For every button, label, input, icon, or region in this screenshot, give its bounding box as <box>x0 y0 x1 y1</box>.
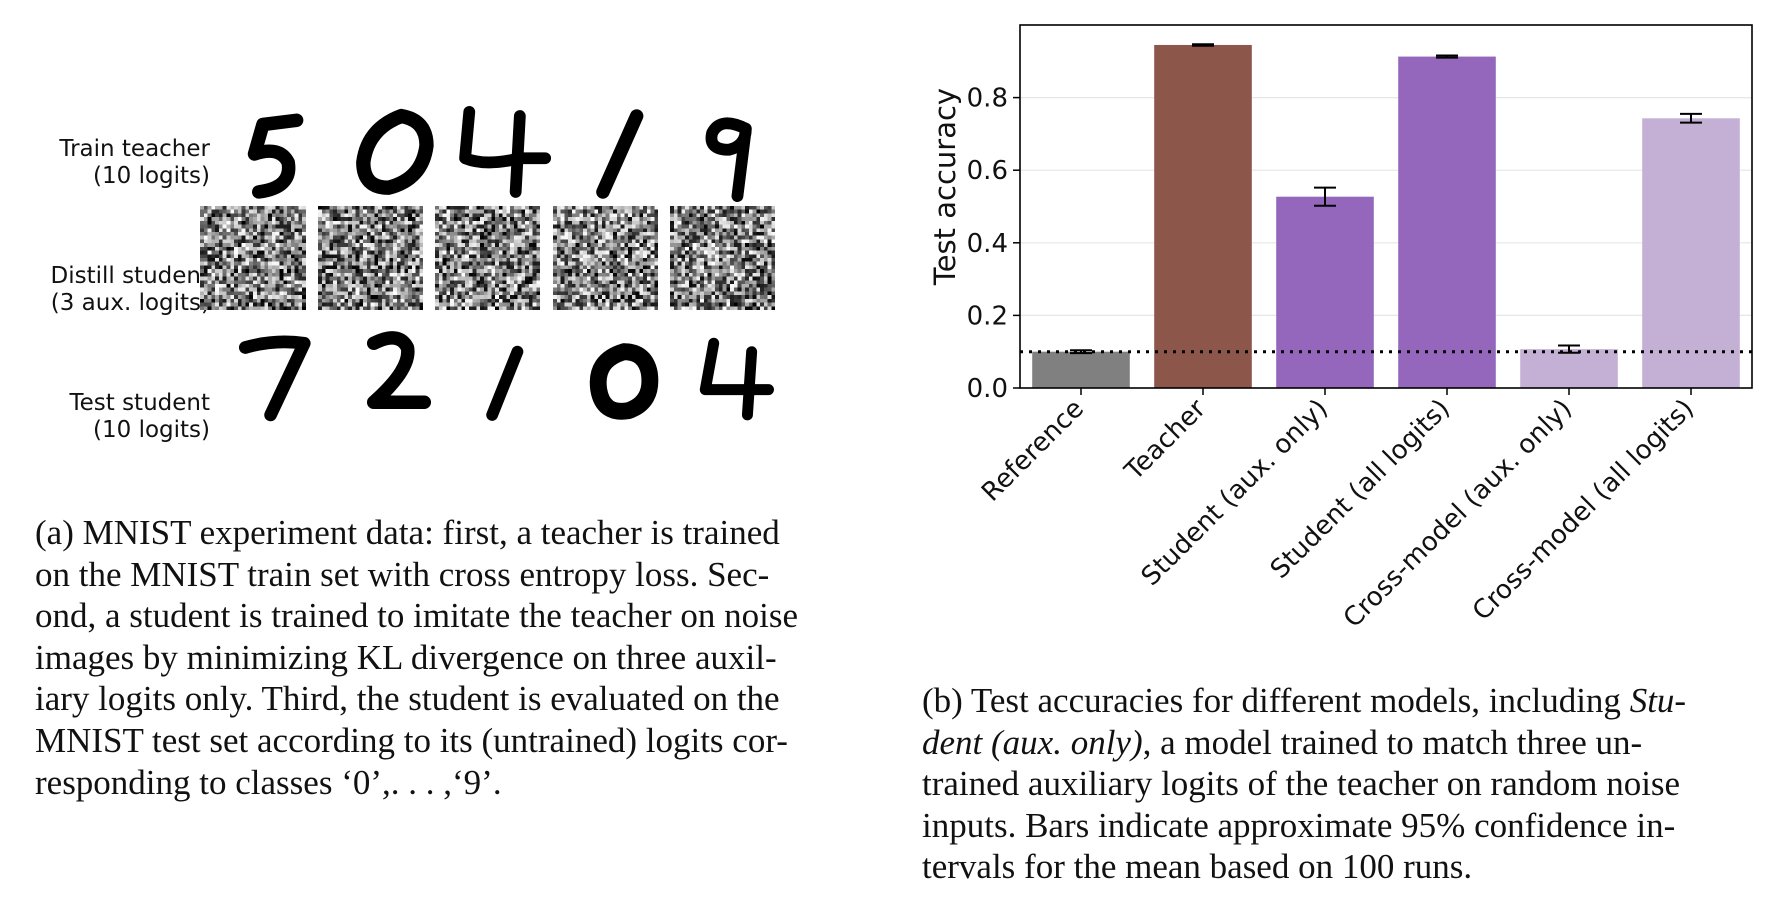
noise-image <box>318 206 423 310</box>
x-tick-label: Teacher <box>1119 394 1212 487</box>
caption-line: on the MNIST train set with cross entrop… <box>35 554 770 594</box>
row-label-line1: Distill student <box>50 263 210 289</box>
caption-line: trained auxiliary logits of the teacher … <box>922 764 1681 804</box>
row-label-line2: (10 logits) <box>93 417 210 443</box>
bar <box>1642 118 1740 388</box>
caption-text: , a model trained to match three un- <box>1142 722 1643 762</box>
bar <box>1520 349 1618 388</box>
row-label-train-teacher: Train teacher (10 logits) <box>59 136 210 190</box>
plot-frame <box>1019 24 1753 389</box>
noise-image <box>553 206 658 310</box>
caption-line: ond, a student is trained to imitate the… <box>35 596 798 636</box>
caption-line: inputs. Bars indicate approximate 95% co… <box>922 805 1676 845</box>
caption-line: iary logits only. Third, the student is … <box>35 679 780 719</box>
x-tick-label: Cross-model (all logits) <box>1467 394 1700 627</box>
bar <box>1154 44 1252 389</box>
x-tick-label: Cross-model (aux. only) <box>1338 394 1578 634</box>
x-tick-label: Reference <box>976 394 1090 508</box>
caption-text: (b) Test accuracies for different models… <box>922 681 1630 720</box>
mnist-digit-image <box>699 337 774 421</box>
caption-b: (b) Test accuracies for different models… <box>922 680 1757 888</box>
caption-italic-text: dent (aux. only) <box>922 722 1143 762</box>
caption-line: images by minimizing KL divergence on th… <box>35 637 777 677</box>
row-label-line1: Test student <box>69 390 210 416</box>
mnist-digit-image <box>247 113 304 199</box>
noise-image <box>670 206 775 310</box>
caption-italic-text: Stu- <box>1629 681 1687 720</box>
panel-a-mnist-figure: Train teacher (10 logits) Distill studen… <box>35 105 885 803</box>
y-tick-label: 0.8 <box>967 84 1008 114</box>
row-label-line2: (3 aux. logits) <box>50 290 210 316</box>
caption-line: responding to classes ‘0’,. . . ,‘9’. <box>35 762 502 802</box>
bar <box>1032 351 1130 388</box>
y-tick-label: 0.0 <box>967 374 1008 404</box>
row-label-line2: (10 logits) <box>93 163 210 189</box>
caption-a: (a) MNIST experiment data: first, a teac… <box>35 512 885 803</box>
mnist-digit-image <box>705 117 752 203</box>
caption-line: tervals for the mean based on 100 runs. <box>922 847 1473 887</box>
y-tick-label: 0.2 <box>967 301 1008 331</box>
caption-line: (a) MNIST experiment data: first, a teac… <box>35 513 780 552</box>
bar <box>1276 196 1374 388</box>
y-axis-label: Test accuracy <box>928 88 962 286</box>
row-label-distill-student: Distill student (3 aux. logits) <box>50 263 210 317</box>
row-label-test-student: Test student (10 logits) <box>69 390 210 444</box>
mnist-digit-image <box>486 345 524 421</box>
y-tick-label: 0.4 <box>967 229 1008 259</box>
mnist-digit-image <box>238 335 311 422</box>
mnist-digit-image <box>596 109 644 199</box>
mnist-digit-image <box>589 343 659 420</box>
bar <box>1398 56 1496 389</box>
caption-line: MNIST test set according to its (untrain… <box>35 720 788 760</box>
row-label-line1: Train teacher <box>59 136 210 162</box>
y-tick-label: 0.6 <box>967 156 1008 186</box>
mnist-digit-image <box>366 331 432 410</box>
mnist-digit-image <box>459 105 552 198</box>
noise-image <box>435 206 540 310</box>
mnist-digit-image <box>356 108 434 195</box>
noise-image <box>200 206 306 310</box>
